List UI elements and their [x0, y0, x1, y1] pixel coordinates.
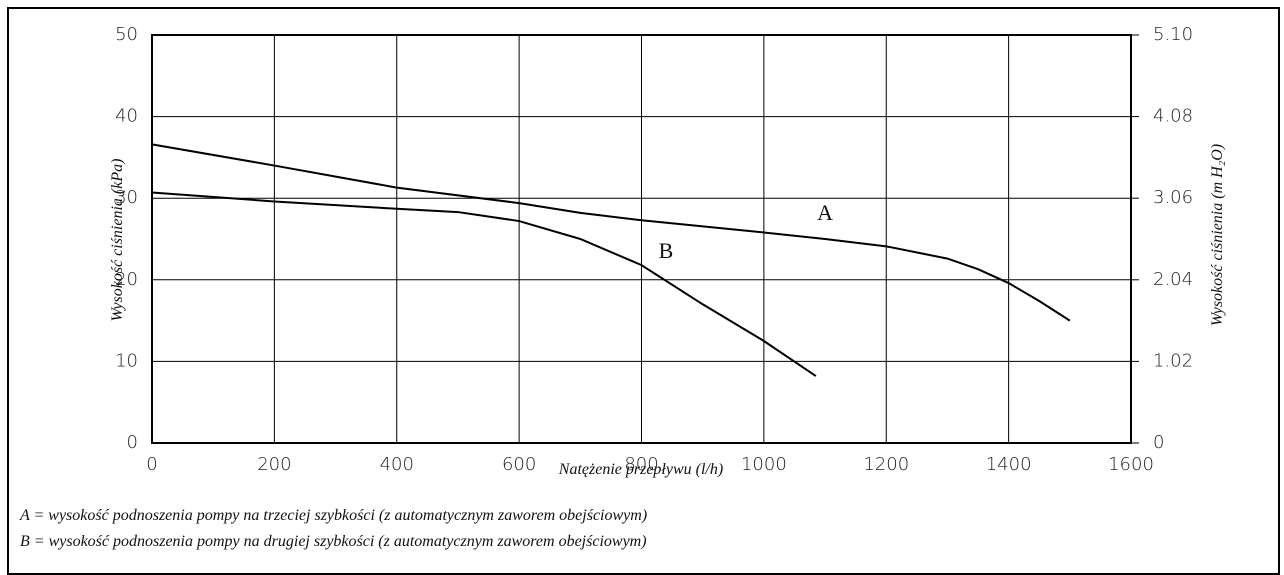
- y2-tick-label: 4.08: [1153, 106, 1193, 127]
- y-tick-label: 30: [115, 187, 138, 208]
- y-tick-label: 10: [115, 350, 138, 371]
- note: A = wysokość podnoszenia pompy na trzeci…: [19, 507, 647, 524]
- series-label: B: [659, 238, 674, 263]
- x-tick-label: 800: [624, 454, 658, 475]
- frame: [7, 7, 1280, 575]
- y2-tick-label: 3.06: [1153, 187, 1193, 208]
- x-axis-label: Natężenie przepływu (l/h): [558, 461, 723, 478]
- x-tick-label: 1400: [986, 454, 1032, 475]
- y2-tick-label: 5.10: [1153, 24, 1193, 45]
- series-label: A: [817, 200, 833, 225]
- y-tick-label: 20: [115, 269, 138, 290]
- y-axis-label: Wysokość ciśnienia (kPa): [109, 159, 126, 322]
- y2-tick-label: 0: [1153, 432, 1164, 453]
- series-line: [151, 143, 1071, 322]
- note: B = wysokość podnoszenia pompy na drugie…: [20, 533, 647, 550]
- y2-axis-label: Wysokość ciśnienia (m H₂O): [1209, 144, 1226, 326]
- y-tick-label: 0: [127, 432, 138, 453]
- x-tick-label: 1200: [863, 454, 909, 475]
- x-tick-label: 1600: [1108, 454, 1154, 475]
- series-line: [151, 191, 817, 377]
- x-tick-label: 400: [380, 454, 414, 475]
- y-tick-label: 40: [115, 106, 138, 127]
- x-tick-label: 200: [257, 454, 291, 475]
- y2-tick-label: 1.02: [1153, 350, 1193, 371]
- y2-tick-label: 2.04: [1153, 269, 1193, 290]
- plot-border: [151, 34, 1132, 444]
- x-tick-label: 600: [502, 454, 536, 475]
- x-tick-label: 1000: [741, 454, 787, 475]
- y-tick-label: 50: [115, 24, 138, 45]
- x-tick-label: 0: [146, 454, 157, 475]
